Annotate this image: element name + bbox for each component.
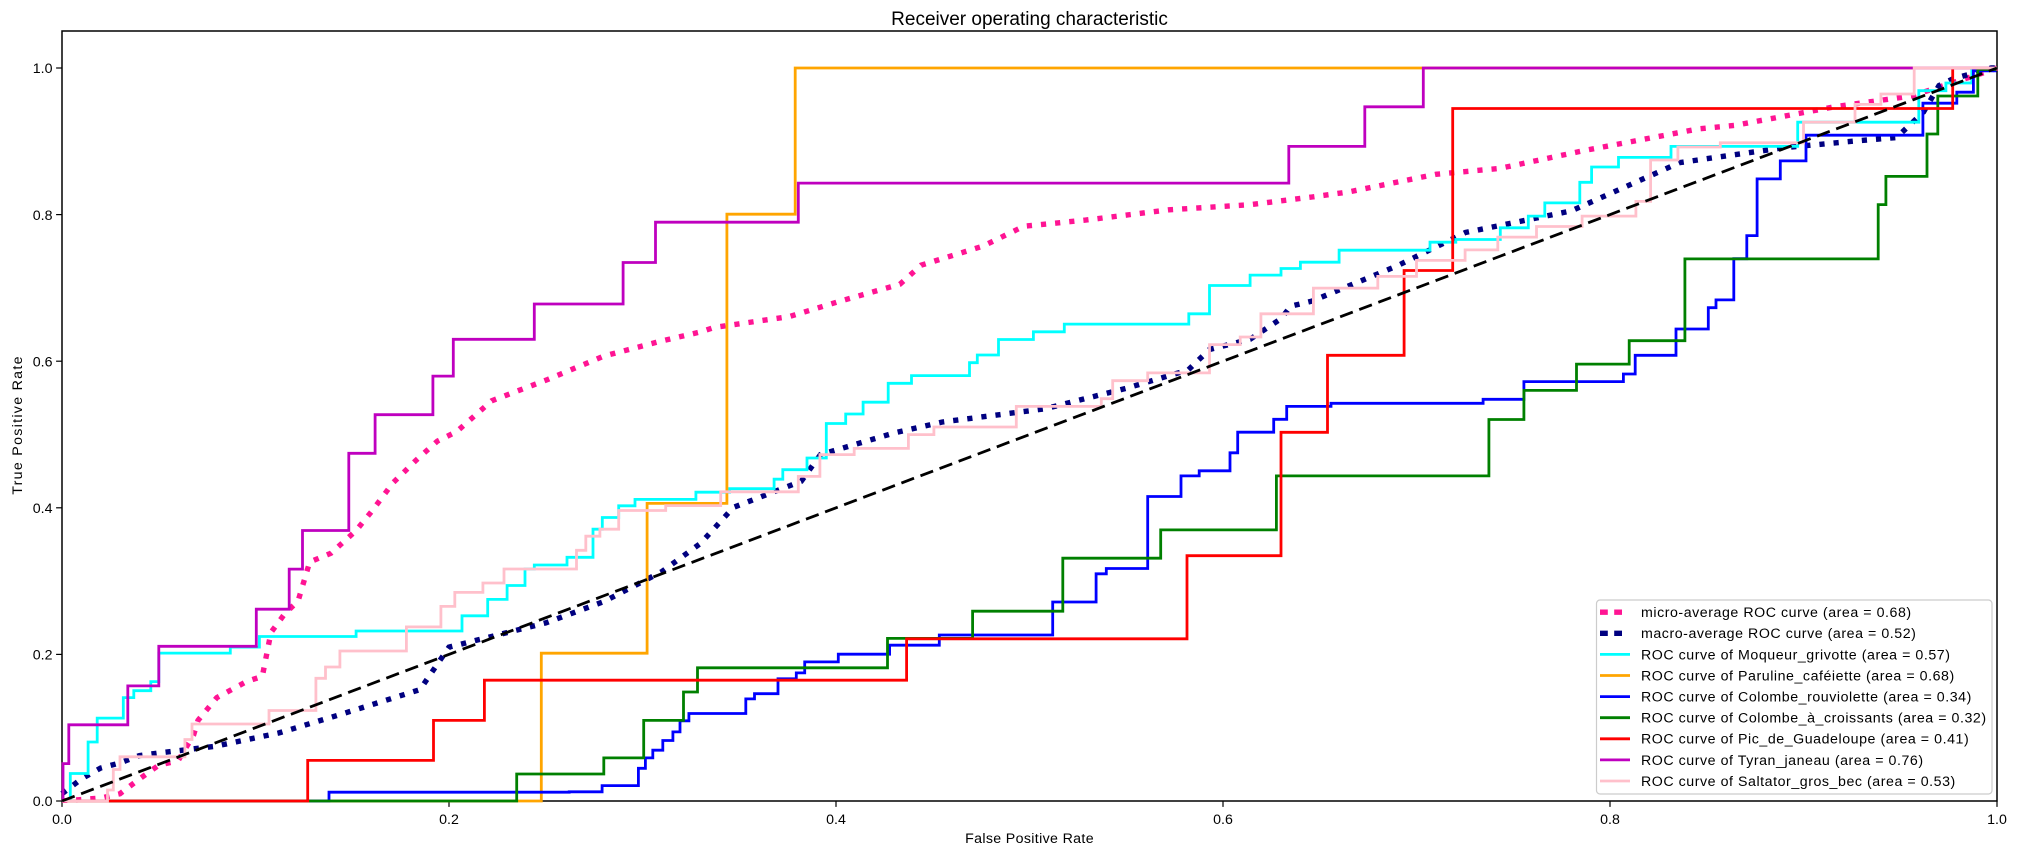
svg-text:0.8: 0.8 [33,208,53,224]
svg-text:micro-average ROC curve (area: micro-average ROC curve (area = 0.68) [1641,605,1912,621]
svg-text:ROC curve of Moqueur_grivotte: ROC curve of Moqueur_grivotte (area = 0.… [1641,647,1951,663]
svg-text:ROC curve of Paruline_caféiett: ROC curve of Paruline_caféiette (area = … [1641,668,1955,684]
svg-text:0.2: 0.2 [439,812,459,828]
svg-text:0.4: 0.4 [33,501,53,517]
svg-text:ROC curve of Pic_de_Guadeloupe: ROC curve of Pic_de_Guadeloupe (area = 0… [1641,732,1969,748]
svg-text:ROC curve of Tyran_janeau (are: ROC curve of Tyran_janeau (area = 0.76) [1641,753,1924,769]
svg-text:False Positive Rate: False Positive Rate [965,831,1094,847]
svg-text:Receiver operating characteris: Receiver operating characteristic [891,9,1168,30]
svg-text:0.0: 0.0 [33,794,53,810]
svg-text:0.6: 0.6 [1213,812,1233,828]
svg-text:ROC curve of Colombe_à_croissa: ROC curve of Colombe_à_croissants (area … [1641,711,1987,727]
svg-text:macro-average ROC curve (area: macro-average ROC curve (area = 0.52) [1641,626,1916,642]
svg-text:0.6: 0.6 [33,354,53,370]
svg-text:ROC curve of Saltator_gros_bec: ROC curve of Saltator_gros_bec (area = 0… [1641,774,1956,790]
svg-text:0.4: 0.4 [826,812,846,828]
svg-text:0.0: 0.0 [52,812,72,828]
svg-text:ROC curve of Colombe_rouviolet: ROC curve of Colombe_rouviolette (area =… [1641,690,1972,706]
svg-text:1.0: 1.0 [1987,812,2007,828]
svg-text:0.2: 0.2 [33,648,53,664]
svg-text:True Positive Rate: True Positive Rate [10,355,26,495]
svg-text:1.0: 1.0 [33,61,53,77]
svg-text:0.8: 0.8 [1600,812,1620,828]
